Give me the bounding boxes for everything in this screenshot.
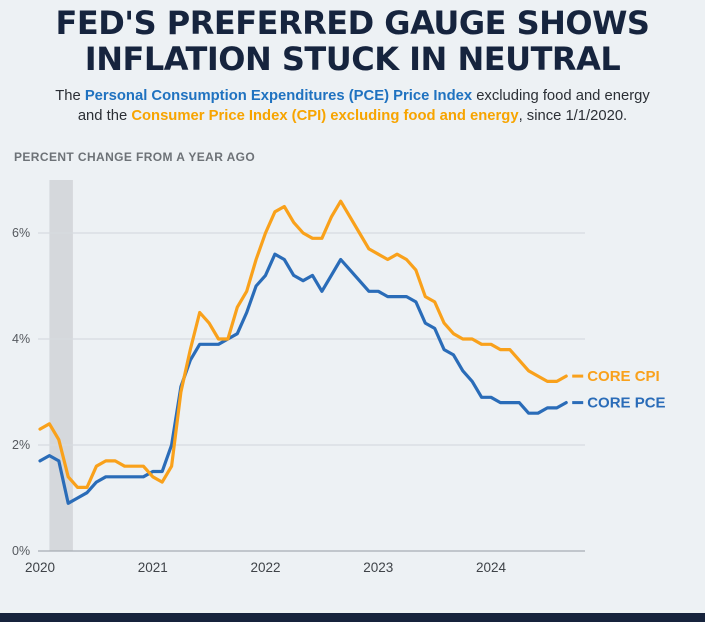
series-label-core-cpi: CORE CPI xyxy=(587,369,660,386)
x-tick-label-2021: 2021 xyxy=(138,560,168,575)
chart-svg: 0% 2% 4% 6% 2020 2021 2022 2023 2024 CORE PCE CORE… xyxy=(12,180,666,575)
chart-ylabel: PERCENT CHANGE FROM A YEAR AGO xyxy=(14,150,256,165)
subtitle-segment: , since 1/1/2020. xyxy=(518,108,628,125)
recession-band xyxy=(49,180,73,552)
inflation-chart: 0% 2% 4% 6% 2020 2021 2022 2023 2024 CORE PCE CORE… xyxy=(0,166,705,589)
subtitle-segment: Personal Consumption Expenditures (PCE) … xyxy=(84,87,473,104)
y-tick-label-2: 2% xyxy=(12,438,30,452)
series-line-core-cpi xyxy=(38,200,568,490)
x-tick-label-2020: 2020 xyxy=(25,560,55,575)
y-tick-label-6: 6% xyxy=(12,226,30,240)
series-label-core-pce: CORE PCE xyxy=(587,395,665,412)
y-tick-label-0: 0% xyxy=(12,544,30,558)
subtitle-segment: The xyxy=(55,87,85,104)
subtitle-segment: Consumer Price Index (CPI) excluding foo… xyxy=(131,108,519,125)
subtitle: The Personal Consumption Expenditures (P… xyxy=(45,86,660,127)
subtitle-segment: excluding food and energy and the xyxy=(77,87,650,125)
y-tick-label-4: 4% xyxy=(12,332,30,346)
series-line-core-pce xyxy=(38,253,568,506)
footer-bar xyxy=(0,613,705,622)
x-tick-label-2024: 2024 xyxy=(476,560,507,575)
x-tick-label-2023: 2023 xyxy=(363,560,393,575)
page-title: FED'S PREFERRED GAUGE SHOWS INFLATION ST… xyxy=(55,4,650,78)
x-tick-label-2022: 2022 xyxy=(250,560,280,575)
